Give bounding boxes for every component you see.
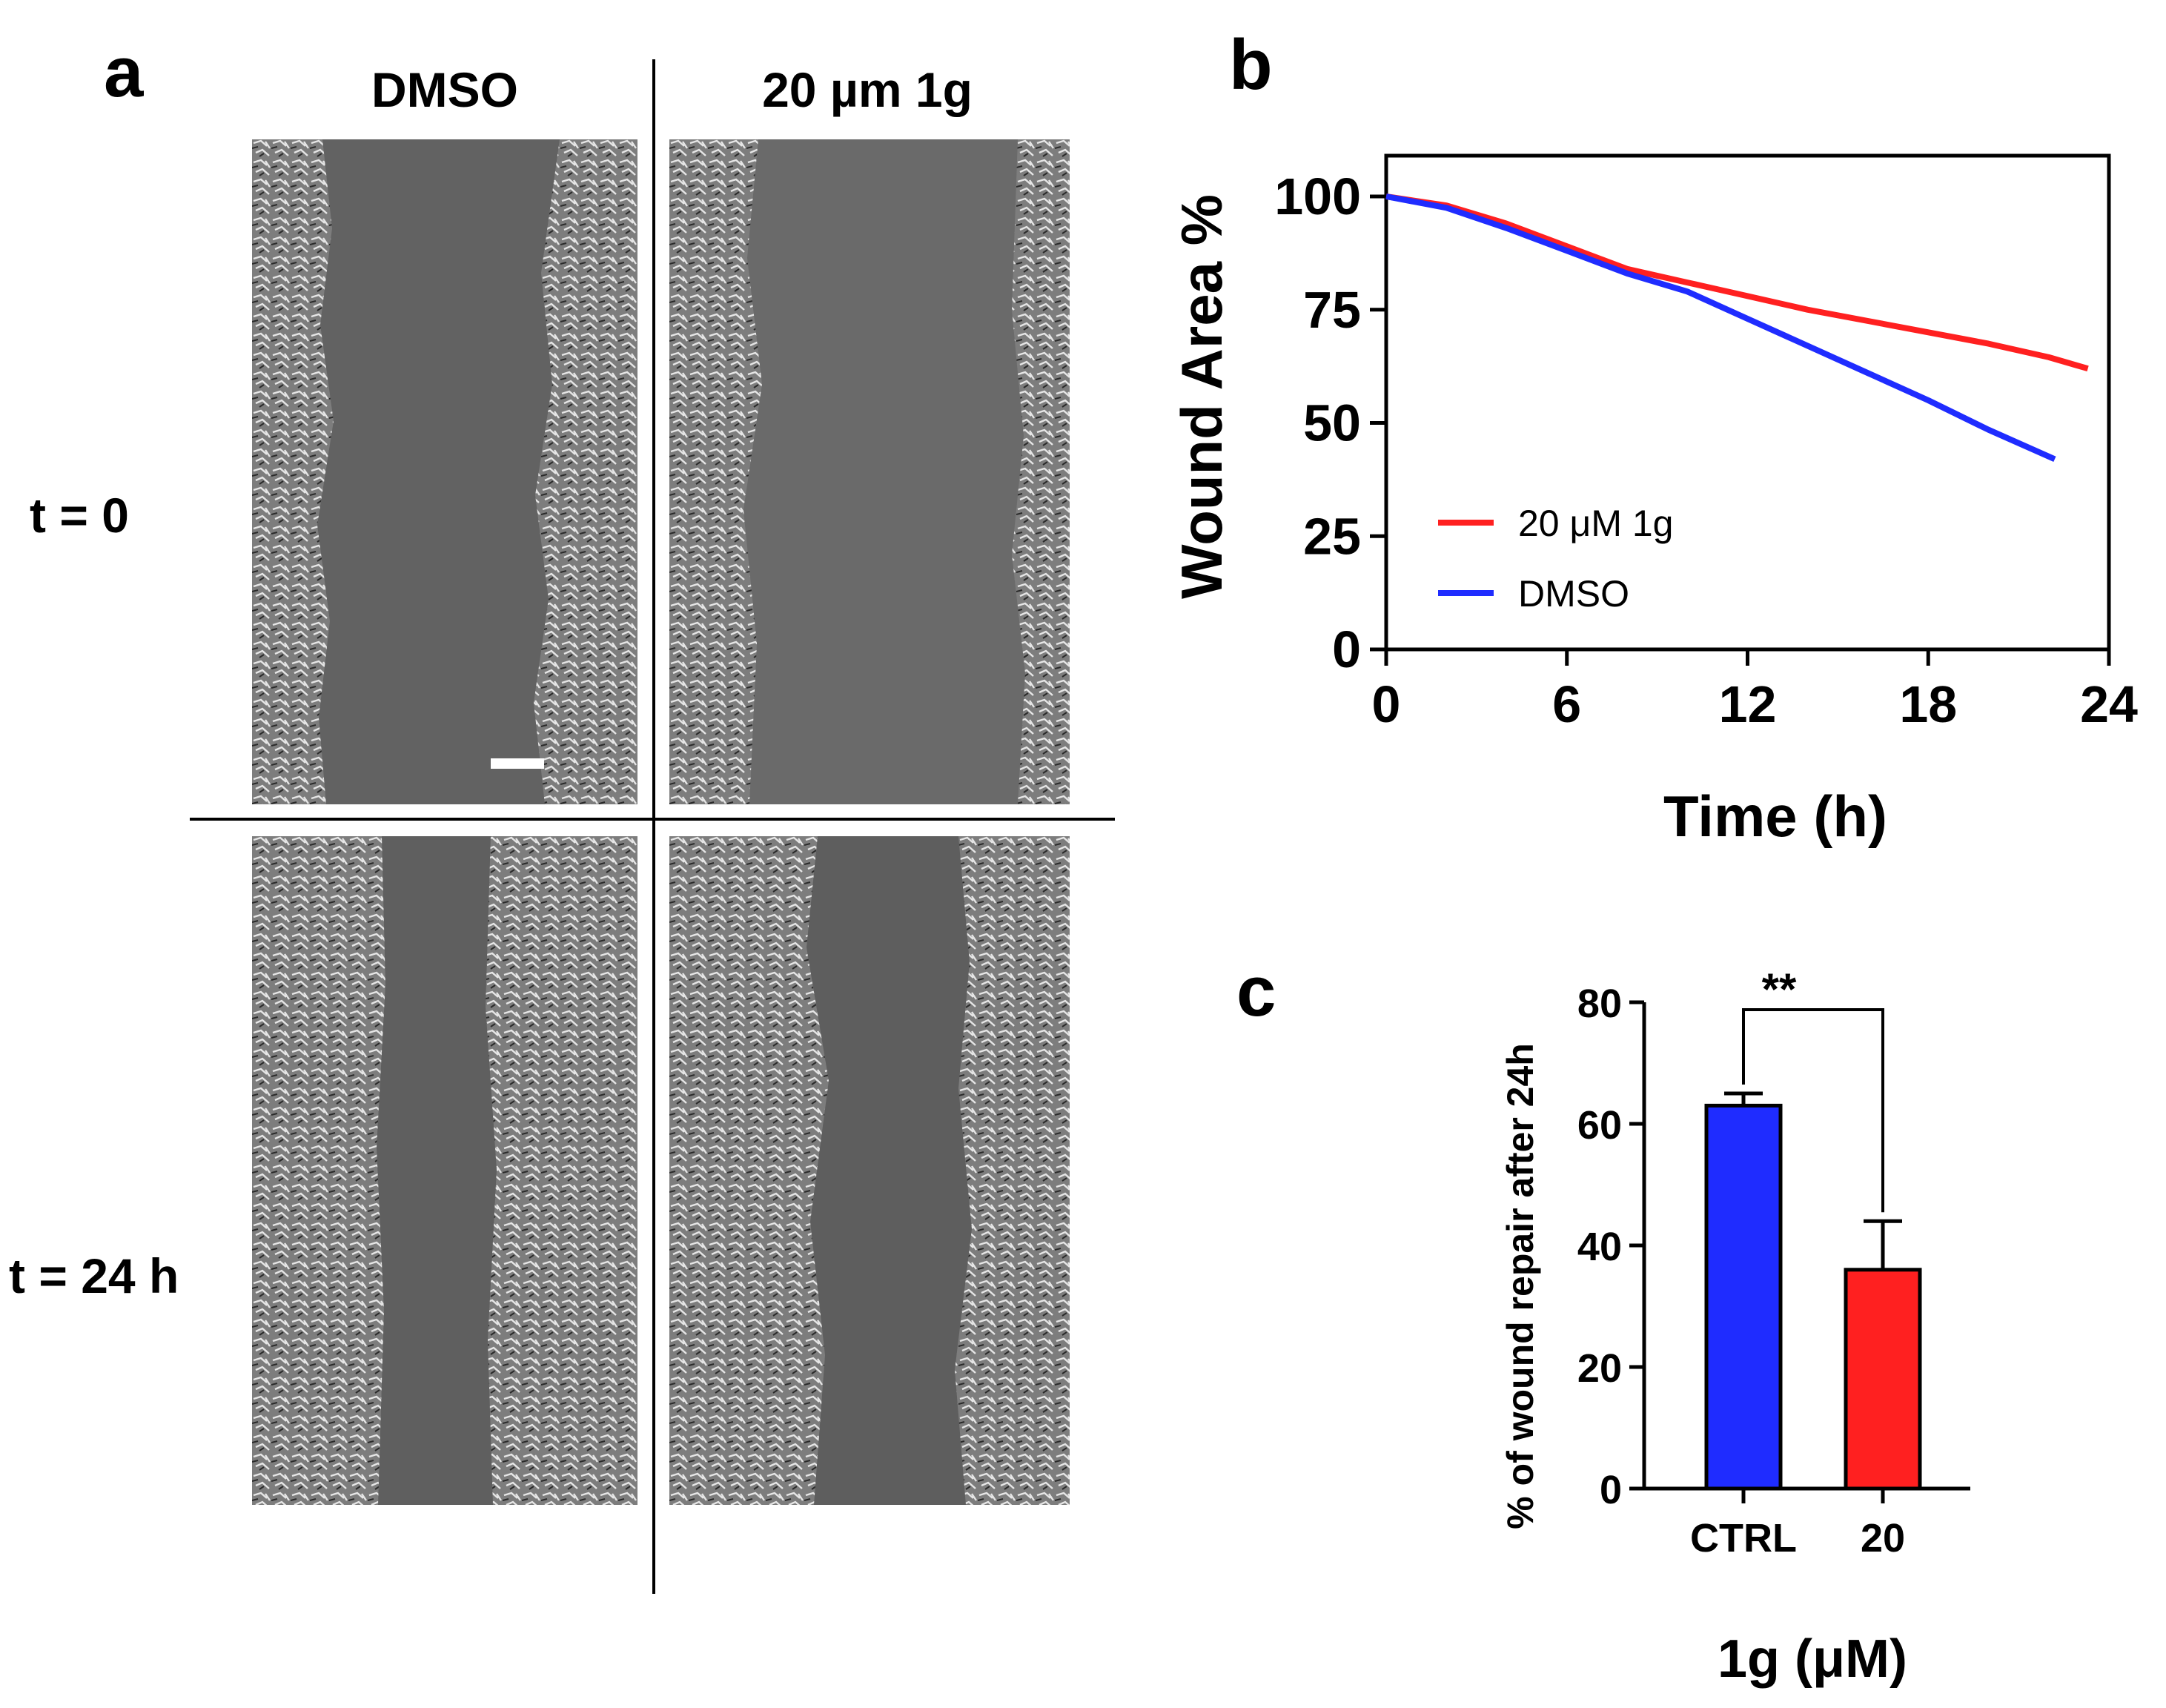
x-tick-label: CTRL (1690, 1516, 1797, 1560)
y-tick-label: 80 (1577, 982, 1622, 1026)
line-chart-axes: 0 25 50 75 100 0 6 12 18 24 (1274, 153, 2138, 733)
row-label-t0: t = 0 (30, 488, 129, 543)
significance-stars: ** (1762, 964, 1797, 1014)
significance-bracket (1742, 1008, 1884, 1213)
micrograph-treated-t0 (669, 139, 1070, 804)
micrograph-dmso-t0 (252, 139, 637, 804)
y-tick-label: 40 (1577, 1225, 1622, 1269)
scale-bar (491, 758, 544, 769)
micrograph-treated-t24-image (669, 836, 1070, 1505)
legend-label: 20 μM 1g (1518, 503, 1673, 544)
x-tick-label: 20 (1861, 1516, 1905, 1560)
line-chart-legend: 20 μM 1g DMSO (1438, 503, 1673, 615)
x-tick-label: 12 (1719, 675, 1777, 733)
bar-chart-axes: 0 20 40 60 80 (1577, 982, 1970, 1512)
micrograph-dmso-t0-image (252, 139, 637, 804)
y-tick-label: 0 (1600, 1468, 1622, 1512)
legend-label: DMSO (1518, 573, 1629, 615)
panel-b-letter: b (1229, 25, 1273, 105)
column-title-dmso: DMSO (371, 62, 518, 117)
column-title-treated: 20 µm 1g (762, 62, 973, 117)
micrograph-dmso-t24 (252, 836, 637, 1505)
y-tick-label: 75 (1303, 281, 1361, 339)
row-label-t24: t = 24 h (9, 1248, 179, 1303)
series-line-0 (1385, 193, 2089, 372)
line-chart-series (1385, 193, 2089, 463)
y-tick-label: 100 (1274, 168, 1361, 225)
bar-ctrl (1704, 1103, 1783, 1491)
panel-c-letter: c (1236, 952, 1276, 1031)
x-tick-label: 0 (1372, 675, 1401, 733)
y-tick-label: 0 (1332, 620, 1361, 678)
y-tick-label: 20 (1577, 1346, 1622, 1391)
micrograph-dmso-t24-image (252, 836, 637, 1505)
x-tick-label: 6 (1552, 675, 1581, 733)
bar-chart-x-label: 1g (μM) (1718, 1629, 1907, 1689)
line-chart-x-label: Time (h) (1663, 784, 1887, 849)
bar-chart-y-label: % of wound repair after 24h (1500, 1043, 1541, 1529)
line-chart-y-label: Wound Area % (1169, 194, 1234, 599)
vertical-divider (652, 59, 655, 1594)
y-tick-label: 25 (1303, 507, 1361, 565)
x-tick-label: 18 (1899, 675, 1957, 733)
panel-a-letter: a (104, 33, 144, 112)
series-line-1 (1385, 193, 2056, 463)
y-tick-label: 60 (1577, 1103, 1622, 1148)
micrograph-treated-t24 (669, 836, 1070, 1505)
x-tick-label: 24 (2080, 675, 2138, 733)
bar-chart-bars: CTRL 20 (1690, 1008, 1922, 1560)
micrograph-treated-t0-image (669, 139, 1070, 804)
y-tick-label: 50 (1303, 394, 1361, 452)
bar-20 (1844, 1268, 1922, 1491)
horizontal-divider (190, 818, 1115, 821)
